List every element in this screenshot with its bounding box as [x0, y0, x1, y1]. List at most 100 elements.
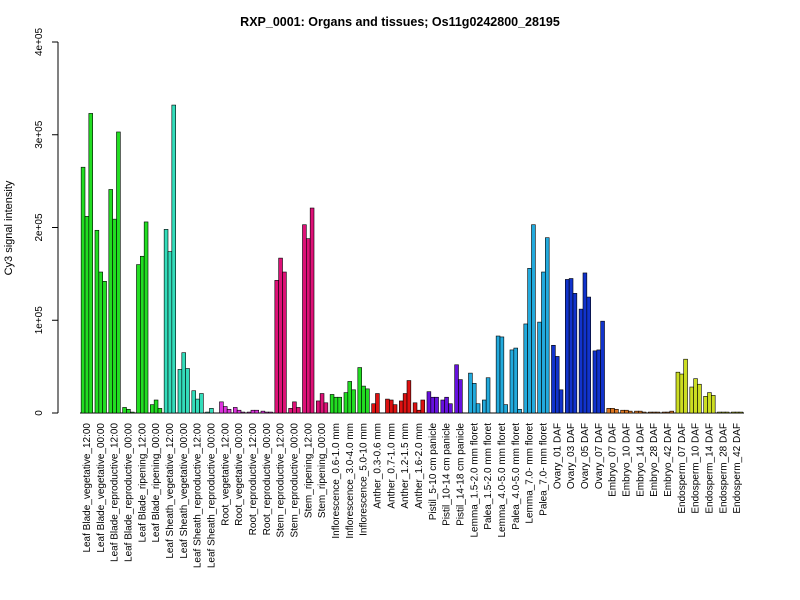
y-tick-label: 4e+05 — [34, 28, 45, 57]
bar — [606, 408, 611, 414]
bar — [655, 411, 661, 414]
bar — [555, 356, 560, 414]
bar — [586, 296, 591, 414]
bar — [648, 411, 653, 414]
x-tick-label: Leaf Blade_reproductive_12:00 — [110, 423, 121, 562]
x-tick-label: Endosperm_14 DAF — [704, 423, 715, 514]
bar — [551, 344, 556, 414]
bar — [412, 402, 418, 414]
bar — [309, 207, 315, 414]
bar — [278, 257, 283, 414]
bar — [143, 221, 149, 414]
bar — [468, 372, 473, 414]
bar — [329, 394, 335, 414]
x-tick-label: Leaf Sheath_vegetative_00:00 — [179, 423, 190, 559]
bar — [181, 352, 186, 414]
y-axis-label: Cy3 signal intensity — [3, 180, 15, 275]
x-tick-label: Anther_0.3-0.6 mm — [372, 423, 383, 509]
x-tick-label: Ovary_03 DAF — [566, 423, 577, 489]
bar — [531, 224, 536, 414]
bar — [240, 411, 246, 414]
bar — [399, 400, 404, 414]
bar — [426, 391, 432, 414]
bar — [122, 407, 127, 414]
x-tick-label: Inflorescence_5.0-10 mm — [359, 423, 370, 536]
bar — [458, 379, 463, 414]
x-tick-label: Lemma_1.5-2.0 mm floret — [469, 423, 480, 538]
bar — [434, 396, 439, 414]
x-tick-label: Palea_1.5-2.0 mm floret — [483, 423, 494, 530]
x-tick-label: Anther_1.2-1.5 mm — [400, 423, 411, 509]
x-tick-label: Leaf Blade_ripening_00:00 — [151, 423, 162, 543]
x-tick-label: Leaf Blade_reproductive_00:00 — [123, 423, 134, 562]
bar — [343, 392, 349, 414]
bar — [226, 408, 232, 414]
x-tick-label: Stem_ripening_00:00 — [317, 423, 328, 519]
x-tick-label: Ovary_05 DAF — [580, 423, 591, 489]
bar — [140, 255, 145, 414]
bar — [499, 336, 505, 414]
bar — [88, 113, 93, 414]
y-axis: 0 1e+05 2e+05 3e+05 4e+05 — [34, 28, 744, 416]
bar — [136, 264, 141, 414]
x-tick-label: Pistil_10-14 cm panicle — [442, 423, 453, 526]
bar — [167, 251, 173, 414]
bar — [268, 411, 273, 414]
bar — [416, 409, 422, 414]
bar — [302, 224, 307, 414]
bar — [205, 411, 210, 414]
bar — [84, 216, 90, 414]
x-tick-label: Stem_reproductive_12:00 — [276, 423, 287, 538]
bar — [98, 271, 103, 414]
bar — [116, 131, 121, 414]
x-tick-label: Ovary_01 DAF — [552, 423, 563, 489]
bar — [444, 396, 449, 414]
bars — [80, 104, 744, 414]
x-tick-label: Embryo_42 DAF — [663, 423, 674, 497]
x-tick-label: Lemma_7.0- mm floret — [525, 423, 536, 524]
bar — [731, 411, 736, 414]
bar — [475, 403, 481, 414]
bar — [402, 393, 408, 414]
x-tick-label: Inflorescence_0.6-1.0 mm — [331, 423, 342, 539]
bar — [582, 272, 588, 414]
x-tick-label: Leaf Blade_ripening_12:00 — [137, 423, 148, 543]
x-tick-label: Leaf Sheath_reproductive_00:00 — [206, 423, 217, 569]
bar — [292, 401, 297, 414]
bar — [264, 411, 269, 414]
bar — [274, 280, 279, 414]
x-axis-labels: Leaf Blade_vegetative_12:00 Leaf Blade_ve… — [82, 423, 743, 569]
bar — [112, 218, 117, 414]
bar — [472, 383, 477, 414]
bar — [503, 404, 508, 414]
bar — [375, 393, 380, 414]
bar — [517, 408, 522, 414]
bar — [565, 279, 570, 414]
bar — [406, 380, 412, 414]
x-tick-label: Leaf Blade_vegetative_00:00 — [96, 423, 107, 553]
bar — [592, 350, 598, 414]
bar — [333, 396, 339, 414]
bar — [236, 409, 242, 414]
bar — [392, 404, 398, 414]
y-tick-label: 1e+05 — [34, 306, 45, 335]
bar — [126, 408, 131, 414]
bar — [641, 411, 647, 414]
bar — [734, 411, 740, 414]
x-tick-label: Embryo_10 DAF — [621, 423, 632, 497]
bar — [707, 392, 712, 414]
bar — [130, 411, 135, 414]
bar — [509, 349, 515, 414]
bar — [385, 398, 390, 414]
x-tick-label: Pistil_5-10 cm panicle — [428, 423, 439, 521]
bar — [614, 408, 619, 414]
bar — [568, 278, 574, 414]
bar — [371, 403, 376, 414]
bar — [711, 395, 716, 414]
bar — [683, 358, 688, 414]
bar — [537, 321, 542, 414]
bar — [246, 411, 252, 414]
chart-title: RXP_0001: Organs and tissues; Os11g02428… — [240, 15, 560, 29]
bar — [323, 402, 329, 414]
bar — [282, 271, 287, 414]
